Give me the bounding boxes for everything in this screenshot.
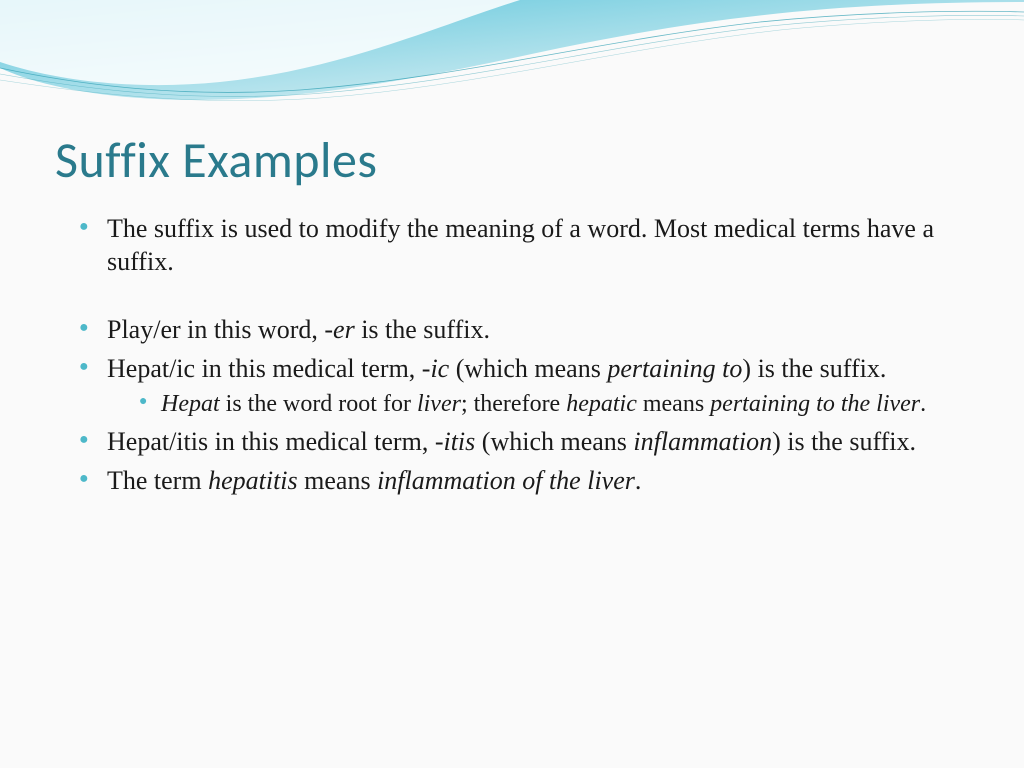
- bullet-text: is the word root for: [220, 391, 417, 417]
- bullet-item: Hepat/itis in this medical term, -itis (…: [83, 426, 969, 459]
- bullet-text: Hepat/itis in this medical term, -: [107, 427, 443, 456]
- italic-text: -er: [324, 315, 354, 344]
- bullet-text: (which means: [475, 427, 633, 456]
- bullet-text: The term: [107, 466, 208, 495]
- bullet-list: Play/er in this word, -er is the suffix.…: [55, 314, 969, 497]
- bullet-text: ) is the suffix.: [742, 354, 886, 383]
- sub-bullet-item: Hepat is the word root for liver; theref…: [139, 389, 969, 420]
- bullet-item: Hepat/ic in this medical term, -ic (whic…: [83, 353, 969, 421]
- bullet-item: The suffix is used to modify the meaning…: [83, 213, 969, 278]
- bullet-text: The suffix is used to modify the meaning…: [107, 214, 934, 276]
- bullet-item: Play/er in this word, -er is the suffix.: [83, 314, 969, 347]
- slide-content: Suffix Examples The suffix is used to mo…: [0, 0, 1024, 497]
- bullet-text: means: [298, 466, 377, 495]
- italic-text: pertaining to: [607, 354, 742, 383]
- italic-text: pertaining to the liver: [710, 391, 920, 417]
- slide-title: Suffix Examples: [55, 130, 969, 191]
- italic-text: Hepat: [161, 391, 220, 417]
- bullet-text: Hepat/ic in this medical term, -: [107, 354, 430, 383]
- bullet-list: The suffix is used to modify the meaning…: [55, 213, 969, 278]
- italic-text: inflammation of the liver: [377, 466, 635, 495]
- spacer: [55, 284, 969, 314]
- italic-text: ic: [430, 354, 449, 383]
- italic-text: hepatic: [566, 391, 637, 417]
- bullet-text: Play/er in this word,: [107, 315, 324, 344]
- bullet-text: .: [635, 466, 642, 495]
- bullet-text: (which means: [449, 354, 607, 383]
- bullet-item: The term hepatitis means inflammation of…: [83, 465, 969, 498]
- sub-bullet-list: Hepat is the word root for liver; theref…: [107, 389, 969, 420]
- italic-text: hepatitis: [208, 466, 298, 495]
- italic-text: inflammation: [633, 427, 772, 456]
- bullet-text: ; therefore: [461, 391, 566, 417]
- bullet-text: ) is the suffix.: [772, 427, 916, 456]
- bullet-text: means: [637, 391, 710, 417]
- italic-text: itis: [443, 427, 475, 456]
- bullet-text: is the suffix.: [355, 315, 490, 344]
- bullet-text: .: [920, 391, 926, 417]
- italic-text: liver: [417, 391, 461, 417]
